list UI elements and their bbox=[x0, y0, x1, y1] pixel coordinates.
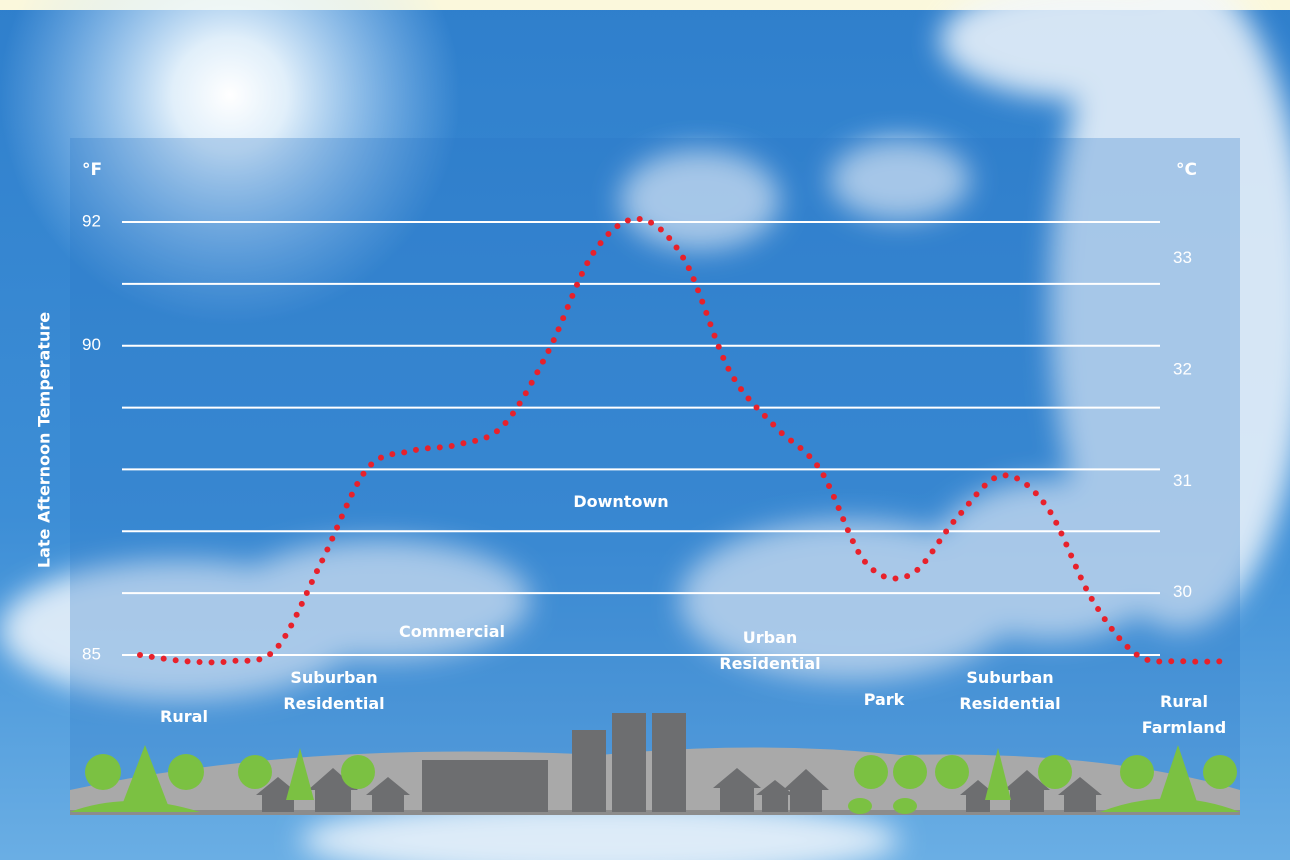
top-strip bbox=[0, 0, 1290, 10]
temperature-line bbox=[137, 215, 1231, 666]
skyline bbox=[70, 713, 1240, 815]
region-label: Rural bbox=[160, 707, 208, 726]
y-tick-label: 90 bbox=[82, 335, 101, 354]
region-label-line: Residential bbox=[719, 654, 820, 673]
region-label-line: Rural bbox=[160, 707, 208, 726]
region-label: Rural Farmland bbox=[1142, 692, 1226, 737]
y-axis-title: Late Afternoon Temperature bbox=[35, 312, 54, 568]
region-label-line: Residential bbox=[959, 694, 1060, 713]
region-label-line: Residential bbox=[283, 694, 384, 713]
region-label-line: Suburban bbox=[290, 668, 377, 687]
region-label: Suburban Residential bbox=[959, 668, 1060, 713]
y2-unit: °C bbox=[1176, 160, 1197, 180]
region-label: Park bbox=[864, 690, 905, 709]
region-label-line: Suburban bbox=[966, 668, 1053, 687]
region-label-line: Rural bbox=[1160, 692, 1208, 711]
panel bbox=[70, 138, 1240, 815]
region-label-line: Farmland bbox=[1142, 718, 1226, 737]
region-label-line: Park bbox=[864, 690, 905, 709]
region-label: Downtown bbox=[573, 492, 668, 511]
y2-tick-label: 30 bbox=[1173, 582, 1192, 601]
region-label-line: Urban bbox=[743, 628, 798, 647]
y-unit: °F bbox=[82, 160, 102, 180]
y2-tick-label: 32 bbox=[1173, 360, 1192, 379]
y-tick-label: 92 bbox=[82, 211, 101, 230]
y-tick-label: 85 bbox=[82, 644, 101, 663]
y2-tick-label: 33 bbox=[1173, 248, 1192, 267]
region-label: Urban Residential bbox=[719, 628, 820, 673]
y2-tick-label: 31 bbox=[1173, 471, 1192, 490]
sun bbox=[0, 0, 460, 325]
region-label-line: Downtown bbox=[573, 492, 668, 511]
region-label: Suburban Residential bbox=[283, 668, 384, 713]
region-label-line: Commercial bbox=[399, 622, 505, 641]
region-label: Commercial bbox=[399, 622, 505, 641]
